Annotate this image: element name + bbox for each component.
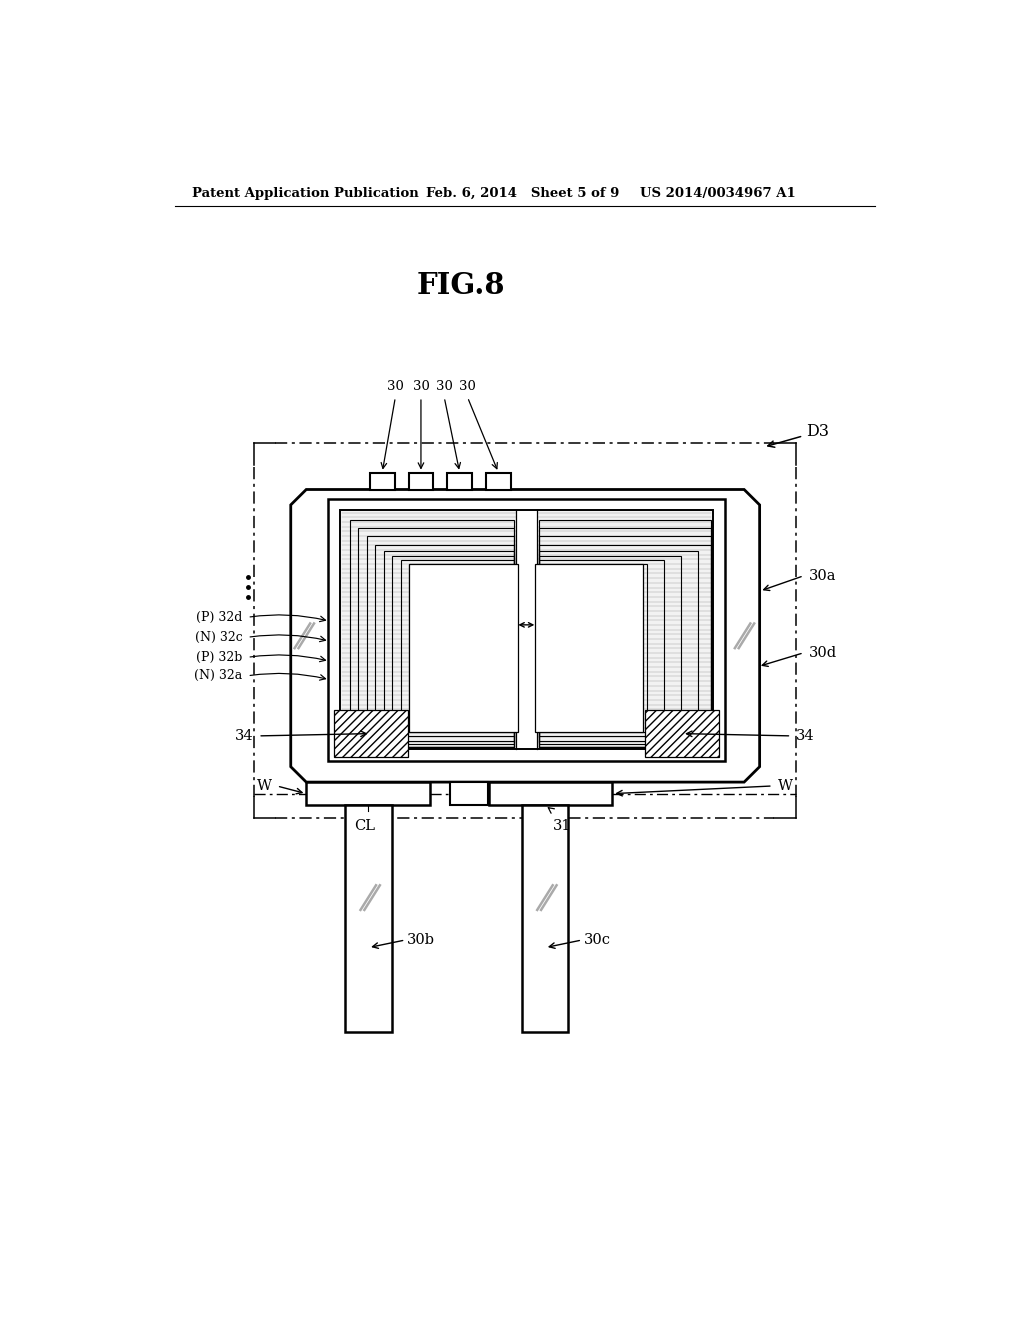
Text: D3: D3	[768, 424, 829, 447]
Bar	[539, 564, 647, 733]
Text: 30: 30	[436, 380, 453, 393]
Bar	[410, 564, 518, 733]
Bar	[392, 556, 514, 741]
Bar	[345, 805, 391, 1032]
Bar	[539, 520, 711, 747]
Bar	[340, 511, 713, 748]
Text: 30: 30	[413, 380, 429, 393]
Text: (P) 32b: (P) 32b	[197, 651, 243, 664]
Bar	[306, 781, 430, 805]
Bar	[645, 710, 719, 756]
Polygon shape	[291, 490, 760, 781]
Bar	[486, 473, 511, 490]
Bar	[489, 781, 612, 805]
Bar	[375, 545, 514, 747]
Text: CL: CL	[354, 818, 375, 833]
Bar	[349, 520, 514, 747]
Bar	[539, 545, 711, 747]
Bar	[535, 564, 643, 733]
Bar	[358, 528, 514, 747]
Text: W: W	[257, 779, 272, 793]
Text: 31: 31	[553, 818, 571, 833]
Text: (N) 32c: (N) 32c	[195, 631, 243, 644]
Bar	[334, 710, 408, 756]
Bar	[539, 536, 711, 747]
Bar	[384, 552, 514, 744]
Bar	[447, 473, 472, 490]
Bar	[450, 781, 488, 805]
Text: (N) 32a: (N) 32a	[195, 669, 243, 682]
Text: US 2014/0034967 A1: US 2014/0034967 A1	[640, 186, 796, 199]
Text: FIG.8: FIG.8	[417, 271, 506, 300]
Bar	[367, 536, 514, 747]
Bar	[409, 473, 433, 490]
Text: 34: 34	[796, 729, 815, 743]
Text: 30c: 30c	[584, 933, 610, 946]
Text: (P) 32d: (P) 32d	[197, 611, 243, 624]
Text: 30a: 30a	[809, 569, 836, 582]
Bar	[515, 511, 538, 748]
Text: 30: 30	[387, 380, 403, 393]
Bar	[370, 473, 394, 490]
Bar	[410, 564, 514, 733]
Text: 30b: 30b	[407, 933, 435, 946]
Text: 34: 34	[234, 729, 254, 743]
Text: 30: 30	[459, 380, 476, 393]
Bar	[400, 560, 514, 737]
Bar	[521, 805, 568, 1032]
Bar	[539, 552, 698, 744]
Bar	[328, 499, 725, 760]
Bar	[539, 528, 711, 747]
Text: Feb. 6, 2014   Sheet 5 of 9: Feb. 6, 2014 Sheet 5 of 9	[426, 186, 620, 199]
Text: 30d: 30d	[809, 645, 837, 660]
Text: Patent Application Publication: Patent Application Publication	[191, 186, 418, 199]
Bar	[539, 560, 665, 737]
Bar	[539, 556, 681, 741]
Text: W: W	[777, 779, 793, 793]
